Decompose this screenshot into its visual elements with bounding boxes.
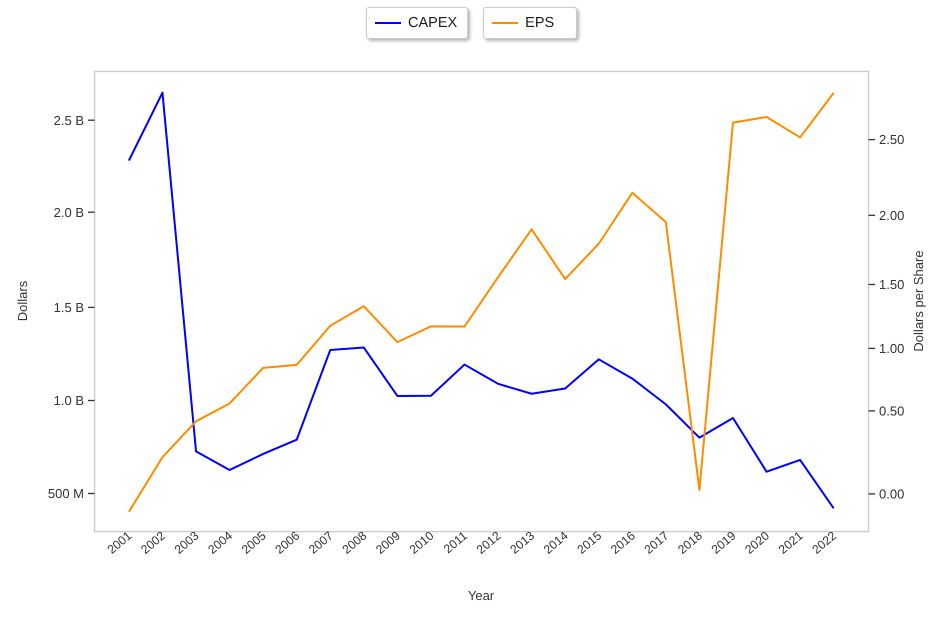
svg-text:0.50: 0.50 (879, 404, 904, 419)
svg-text:2012: 2012 (474, 528, 504, 556)
svg-text:1.50: 1.50 (879, 277, 904, 292)
svg-text:0.00: 0.00 (879, 487, 904, 502)
svg-text:2002: 2002 (138, 528, 168, 556)
svg-text:2004: 2004 (205, 528, 235, 556)
svg-text:Year: Year (468, 588, 495, 603)
svg-text:2007: 2007 (306, 528, 336, 556)
svg-text:2003: 2003 (172, 528, 202, 556)
svg-text:1.0 B: 1.0 B (54, 393, 84, 408)
svg-text:1.5 B: 1.5 B (54, 300, 84, 315)
svg-text:2017: 2017 (642, 528, 672, 556)
svg-text:2.5 B: 2.5 B (54, 113, 84, 128)
svg-text:2.50: 2.50 (879, 132, 904, 147)
svg-text:2015: 2015 (574, 528, 604, 556)
svg-text:2013: 2013 (507, 528, 537, 556)
svg-text:2006: 2006 (272, 528, 302, 556)
svg-text:2019: 2019 (709, 528, 739, 556)
svg-text:2009: 2009 (373, 528, 403, 556)
svg-text:2016: 2016 (608, 528, 638, 556)
svg-text:2022: 2022 (809, 528, 839, 556)
svg-text:2005: 2005 (239, 528, 269, 556)
svg-text:2021: 2021 (776, 528, 806, 556)
svg-text:2020: 2020 (742, 528, 772, 556)
svg-text:2011: 2011 (441, 528, 470, 556)
svg-text:Dollars: Dollars (15, 280, 30, 321)
svg-text:2.00: 2.00 (879, 208, 904, 223)
svg-text:2014: 2014 (541, 528, 571, 556)
svg-text:Dollars per Share: Dollars per Share (911, 250, 926, 351)
svg-text:500 M: 500 M (48, 486, 84, 501)
svg-text:2001: 2001 (105, 528, 135, 556)
svg-text:1.00: 1.00 (879, 341, 904, 356)
svg-text:2010: 2010 (407, 528, 437, 556)
svg-text:2018: 2018 (675, 528, 705, 556)
svg-text:2.0 B: 2.0 B (54, 205, 84, 220)
svg-text:2008: 2008 (340, 528, 370, 556)
